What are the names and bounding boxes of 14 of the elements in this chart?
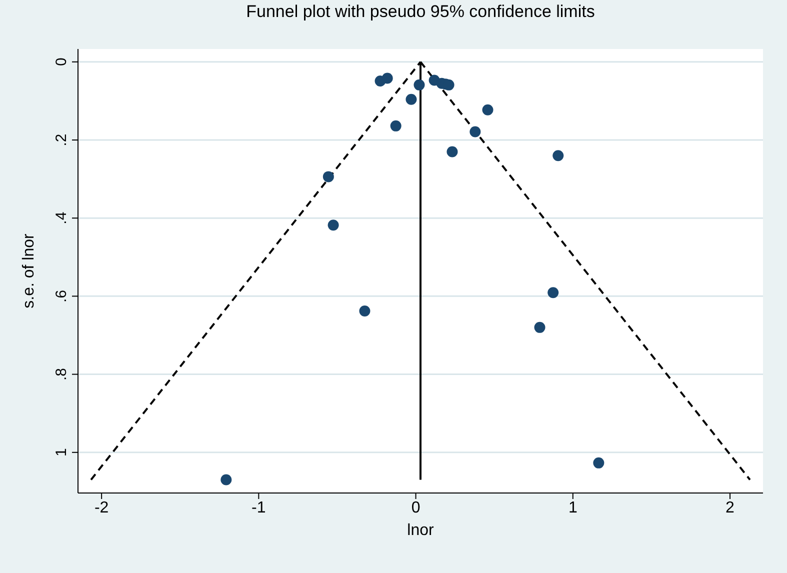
x-tick-label: -2 bbox=[94, 499, 109, 516]
x-tick-label: 1 bbox=[568, 499, 578, 516]
y-tick-label: .6 bbox=[53, 290, 70, 302]
y-tick-label: .8 bbox=[53, 368, 70, 381]
x-axis-title: lnor bbox=[407, 522, 435, 539]
y-tick-label: 1 bbox=[53, 448, 70, 457]
y-tick-label: .2 bbox=[53, 134, 70, 146]
y-tick-label: .4 bbox=[53, 212, 70, 224]
y-axis-title: s.e. of lnor bbox=[20, 232, 38, 308]
x-tick-label: -1 bbox=[252, 499, 266, 516]
chart-title: Funnel plot with pseudo 95% confidence limits bbox=[245, 2, 596, 22]
x-tick-label: 2 bbox=[726, 499, 735, 516]
y-tick-label: 0 bbox=[53, 58, 70, 66]
x-tick-label: 0 bbox=[411, 499, 420, 516]
